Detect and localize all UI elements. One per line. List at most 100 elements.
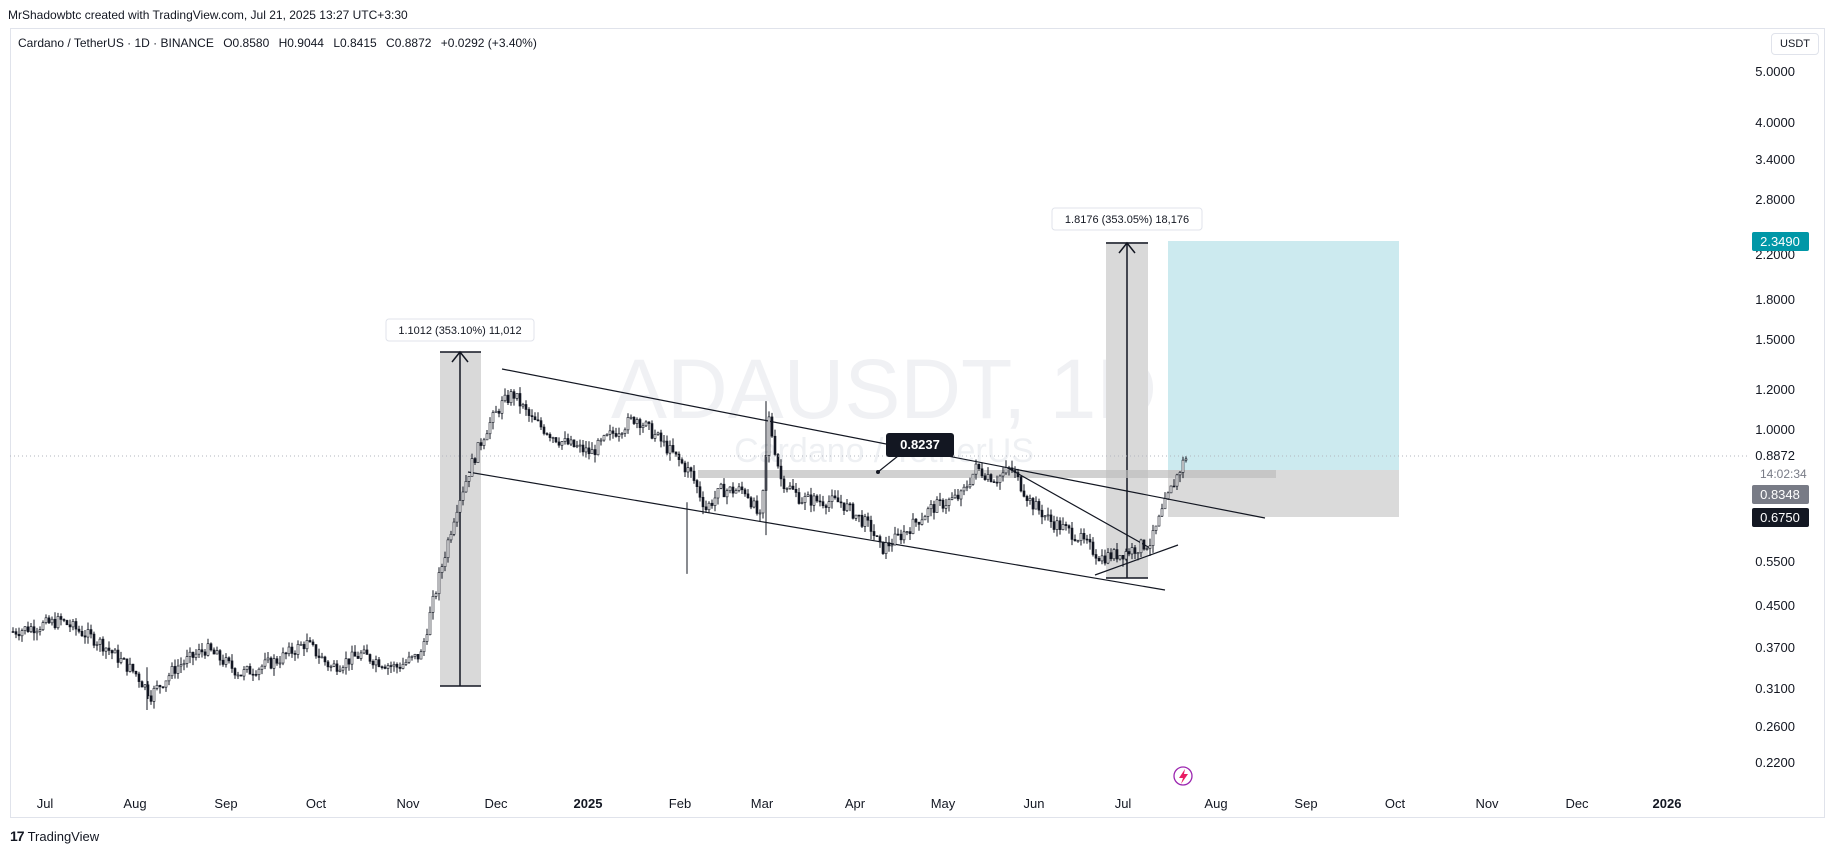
candle-body bbox=[536, 419, 540, 422]
candle-body bbox=[737, 486, 741, 491]
candle-body bbox=[746, 493, 750, 499]
time-tick-label: Oct bbox=[306, 796, 327, 811]
candle-body bbox=[977, 463, 981, 470]
candle-body bbox=[380, 666, 384, 668]
candle-body bbox=[359, 652, 363, 659]
price-callout[interactable]: 0.8237 bbox=[876, 433, 954, 474]
candlestick-series[interactable] bbox=[11, 387, 1188, 710]
candle-body bbox=[644, 421, 648, 427]
measure-label-1-text: 1.1012 (353.10%) 11,012 bbox=[398, 325, 521, 337]
candle-body bbox=[617, 433, 621, 437]
candle-body bbox=[182, 663, 186, 666]
price-tick-label: 1.5000 bbox=[1755, 332, 1795, 347]
candle-body bbox=[455, 511, 459, 523]
candle-body bbox=[755, 500, 759, 514]
candle-body bbox=[320, 656, 324, 659]
candle-body bbox=[212, 649, 216, 655]
candle-body bbox=[185, 656, 189, 664]
candle-body bbox=[398, 666, 402, 669]
wedge-upper-line[interactable] bbox=[1007, 467, 1151, 549]
candle-body bbox=[1052, 521, 1056, 530]
candle-body bbox=[14, 631, 18, 635]
measure-label-2[interactable]: 1.8176 (353.05%) 18,176 bbox=[1051, 207, 1203, 231]
candle-body bbox=[881, 541, 885, 554]
candle-body bbox=[167, 675, 171, 682]
candle-body bbox=[386, 665, 390, 669]
watermark-symbol: ADAUSDT, 1D bbox=[611, 342, 1157, 436]
measure-label-1[interactable]: 1.1012 (353.10%) 11,012 bbox=[385, 318, 535, 342]
lightning-icon[interactable] bbox=[1173, 766, 1193, 786]
candle-body bbox=[692, 470, 696, 481]
candle-body bbox=[731, 486, 735, 494]
currency-button[interactable]: USDT bbox=[1771, 33, 1819, 55]
candle-body bbox=[677, 453, 681, 460]
candle-body bbox=[425, 634, 429, 642]
candle-body bbox=[446, 539, 450, 559]
candle-body bbox=[176, 665, 180, 674]
footer-brand: TradingView bbox=[27, 828, 100, 844]
candle-body bbox=[62, 619, 66, 621]
candle-body bbox=[860, 514, 864, 527]
candle-body bbox=[920, 519, 924, 525]
candle-body bbox=[1082, 532, 1086, 540]
candle-body bbox=[800, 502, 804, 504]
candle-body bbox=[659, 432, 663, 442]
candle-body bbox=[1151, 530, 1155, 546]
candle-body bbox=[431, 596, 435, 613]
candle-body bbox=[239, 674, 243, 677]
candle-body bbox=[1067, 525, 1071, 529]
price-tick-label: 5.0000 bbox=[1755, 64, 1795, 79]
candle-body bbox=[533, 416, 537, 421]
price-axis[interactable]: 5.00004.00003.40002.80002.20001.80001.50… bbox=[1755, 64, 1795, 770]
candle-body bbox=[1145, 548, 1149, 550]
time-tick-label: Jul bbox=[1115, 796, 1132, 811]
candle-body bbox=[296, 644, 300, 655]
candle-body bbox=[848, 503, 852, 506]
svg-text:0.6750: 0.6750 bbox=[1760, 510, 1800, 525]
channel-upper-line[interactable] bbox=[501, 368, 1266, 519]
measure-arrowhead-2 bbox=[1118, 241, 1136, 254]
candle-body bbox=[599, 439, 603, 442]
time-tick-label: May bbox=[931, 796, 956, 811]
stop-price-badge: 0.6750 bbox=[1752, 508, 1809, 527]
time-axis[interactable]: Jul Aug Sep Oct Nov Dec 2025 Feb Mar Apr May Jun Jul… bbox=[37, 796, 1682, 811]
candle-body bbox=[635, 419, 639, 424]
candle-body bbox=[86, 629, 90, 638]
candle-body bbox=[341, 667, 345, 671]
level-price-badge: 0.8348 bbox=[1752, 485, 1809, 504]
price-callout-text: 0.8237 bbox=[900, 437, 940, 452]
candle-body bbox=[866, 516, 870, 521]
candle-body bbox=[914, 518, 918, 523]
candle-body bbox=[671, 445, 675, 453]
resistance-band[interactable] bbox=[698, 470, 1276, 478]
legend-pair[interactable]: Cardano / TetherUS · 1D · BINANCE bbox=[18, 36, 214, 50]
candle-body bbox=[1031, 498, 1035, 510]
channel-lower-line[interactable] bbox=[467, 471, 1166, 591]
candle-body bbox=[401, 663, 405, 669]
candle-body bbox=[1139, 539, 1143, 554]
time-tick-label: Dec bbox=[1565, 796, 1589, 811]
candle-body bbox=[257, 668, 261, 675]
candle-body bbox=[284, 652, 288, 655]
candle-body bbox=[230, 660, 234, 669]
candle-body bbox=[1022, 490, 1026, 497]
candle-body bbox=[908, 531, 912, 534]
candle-body bbox=[236, 674, 240, 677]
candle-body bbox=[1115, 549, 1119, 560]
candle-body bbox=[404, 661, 408, 665]
candle-body bbox=[1010, 467, 1014, 471]
time-tick-label: Sep bbox=[214, 796, 237, 811]
candle-body bbox=[371, 661, 375, 666]
candle-body bbox=[476, 442, 480, 463]
candle-body bbox=[1100, 555, 1104, 562]
candle-body bbox=[530, 415, 534, 418]
wedge-lower-line[interactable] bbox=[1094, 544, 1179, 576]
time-tick-label: Aug bbox=[1204, 796, 1227, 811]
candle-body bbox=[926, 508, 930, 517]
target-zone[interactable] bbox=[1168, 241, 1399, 470]
tradingview-footer[interactable]: 17 TradingView bbox=[10, 828, 99, 844]
candle-body bbox=[317, 655, 321, 658]
candle-body bbox=[80, 631, 84, 637]
legend-low: L0.8415 bbox=[333, 36, 377, 50]
